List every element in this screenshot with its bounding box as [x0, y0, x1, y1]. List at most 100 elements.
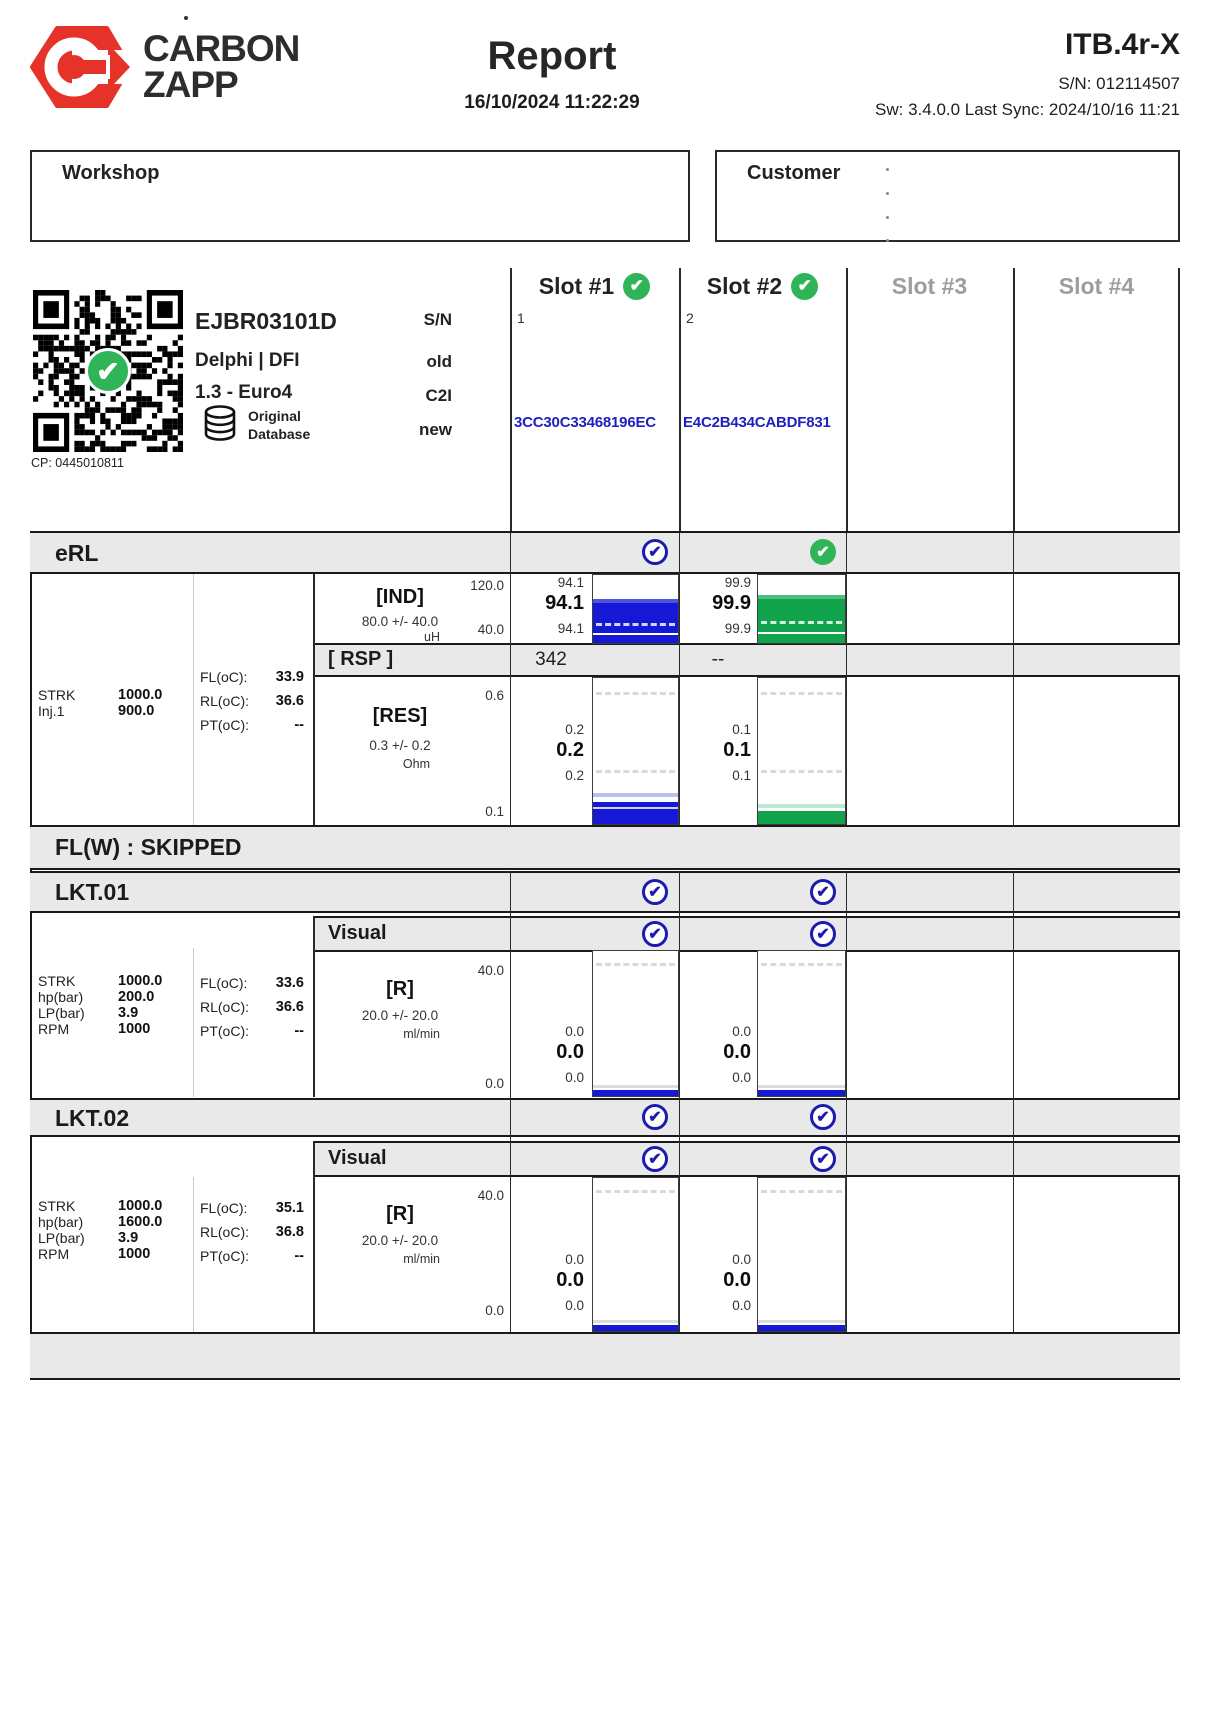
lkt02-r-slot2-bar [758, 1325, 845, 1331]
erl-strk-label: STRK [38, 687, 76, 703]
workshop-box [30, 150, 690, 242]
lkt02-r-slot2-values: 0.0 0.0 0.0 [681, 1252, 751, 1314]
slot3-label: Slot #3 [891, 272, 968, 299]
lkt02-r-slot1-min: 0.0 [565, 1298, 584, 1313]
lkt01-fl-value: 33.6 [275, 975, 304, 991]
section-band-lkt02 [30, 1098, 1180, 1137]
lkt01-rl-label: RL(oC): [200, 999, 250, 1015]
injector-variant: 1.3 - Euro4 [195, 382, 293, 403]
slot2-pass-check-icon: ✔ [791, 272, 819, 300]
lkt02-r-slot1-max: 0.0 [565, 1252, 584, 1267]
erl-slot1-status-check-icon: ✔ [642, 539, 668, 565]
lkt02-slot2-status-check-icon: ✔ [810, 1104, 836, 1130]
ind-scale-bottom: 40.0 [477, 622, 504, 637]
lkt01-rpm-value: 1000 [118, 1021, 151, 1037]
lkt01-r-slot2-avg: 0.0 [723, 1041, 751, 1063]
customer-detail-dot [886, 192, 889, 195]
customer-detail-dot [886, 216, 889, 219]
res-slot1-values: 0.2 0.2 0.2 [514, 722, 584, 784]
col-divider [1013, 533, 1014, 825]
lkt02-r-slot2-avg: 0.0 [723, 1269, 751, 1291]
lkt02-r-slot2-max: 0.0 [732, 1252, 751, 1267]
ind-slot2-bar [758, 595, 845, 643]
db-origin-line2: Database [248, 426, 311, 442]
lkt01-r-name: [R] [386, 978, 414, 1000]
slot2-index: 2 [686, 310, 694, 326]
erl-fl-label: FL(oC): [200, 669, 248, 685]
label-col-divider [313, 916, 315, 1097]
row-label-old: old [426, 352, 453, 371]
ind-slot2-min: 99.9 [724, 621, 751, 636]
lkt02-r-slot1-avg: 0.0 [556, 1269, 584, 1291]
lkt02-hp-label: hp(bar) [38, 1214, 84, 1230]
res-slot2-bar-chart [757, 677, 846, 825]
res-slot2-min: 0.1 [732, 768, 751, 783]
res-slot1-max: 0.2 [565, 722, 584, 737]
erl-pt-value: -- [294, 717, 304, 733]
res-slot1-avg: 0.2 [556, 739, 584, 761]
lkt02-r-slot1-values: 0.0 0.0 0.0 [514, 1252, 584, 1314]
flw-section-title: FL(W) : SKIPPED [55, 834, 242, 860]
lkt02-lp-label: LP(bar) [38, 1230, 85, 1246]
lkt01-section-title: LKT.01 [55, 879, 130, 905]
ind-slot2-bar-chart [757, 574, 846, 644]
lkt01-slot2-status-check-icon: ✔ [810, 879, 836, 905]
ind-slot2-max: 99.9 [724, 575, 751, 590]
rsp-slot2-value: -- [711, 649, 725, 670]
lkt01-r-scale-bottom: 0.0 [485, 1076, 504, 1091]
col-divider [1013, 871, 1014, 1332]
col-divider [510, 533, 511, 825]
slot1-header: Slot #1 ✔ [510, 270, 679, 302]
lkt02-fl-value: 35.1 [275, 1200, 304, 1216]
lkt02-pt-label: PT(oC): [200, 1248, 249, 1264]
erl-inj-value: 900.0 [118, 703, 155, 719]
ind-slot2-avg: 99.9 [712, 592, 751, 614]
customer-box [715, 150, 1180, 242]
lkt01-lp-label: LP(bar) [38, 1005, 85, 1021]
carbon-zapp-logo-icon [30, 26, 132, 108]
lkt01-lp-value: 3.9 [118, 1005, 139, 1021]
ind-slot1-bar-chart [592, 574, 679, 644]
slot2-label: Slot #2 [706, 272, 783, 299]
ind-slot1-max: 94.1 [557, 575, 584, 590]
ind-name: [IND] [376, 586, 424, 608]
row-label-sn: S/N [423, 310, 452, 329]
ind-slot1-values: 94.1 94.1 94.1 [514, 575, 584, 637]
erl-pt-label: PT(oC): [200, 717, 249, 733]
erl-rl-label: RL(oC): [200, 693, 250, 709]
lkt01-r-slot2-bar-chart [757, 950, 846, 1097]
lkt02-r-slot2-bar-chart [757, 1177, 846, 1332]
lkt02-strk-value: 1000.0 [118, 1198, 163, 1214]
res-slot1-min: 0.2 [565, 768, 584, 783]
section-band-footer [30, 1332, 1180, 1380]
lkt02-visual-label: Visual [328, 1147, 387, 1169]
logo-trademark-dot [184, 16, 188, 20]
lkt02-rl-label: RL(oC): [200, 1224, 250, 1240]
brand-name-line2: ZAPP [143, 64, 239, 105]
slot1-pass-check-icon: ✔ [623, 272, 651, 300]
section-band-erl [30, 531, 1180, 574]
lkt01-visual-band [313, 916, 1180, 952]
slot1-label: Slot #1 [538, 272, 615, 299]
lkt01-r-slot1-bar-chart [592, 950, 679, 1097]
lkt02-hp-value: 1600.0 [118, 1214, 163, 1230]
col-divider [679, 533, 680, 825]
slot-divider [846, 268, 848, 531]
lkt01-r-unit: ml/min [403, 1027, 440, 1041]
rsp-row-band [313, 643, 1180, 677]
lkt02-r-slot2-min: 0.0 [732, 1298, 751, 1313]
erl-section-title: eRL [55, 540, 99, 566]
lkt02-r-name: [R] [386, 1203, 414, 1225]
lkt02-r-tolerance: 20.0 +/- 20.0 [361, 1233, 439, 1248]
lkt01-r-slot1-bar [593, 1090, 678, 1096]
col-divider [846, 871, 847, 1332]
brand-name-line1: CARBON [143, 28, 300, 69]
slot-divider [1013, 268, 1015, 531]
slot3-header: Slot #3 [846, 270, 1013, 302]
slot4-label: Slot #4 [1058, 272, 1135, 299]
col-divider [510, 871, 511, 1332]
slot2-c2i-code: E4C2B434CABDF831 [683, 414, 831, 431]
database-icon [204, 405, 236, 441]
lkt01-pt-label: PT(oC): [200, 1023, 249, 1039]
res-name: [RES] [372, 705, 428, 727]
